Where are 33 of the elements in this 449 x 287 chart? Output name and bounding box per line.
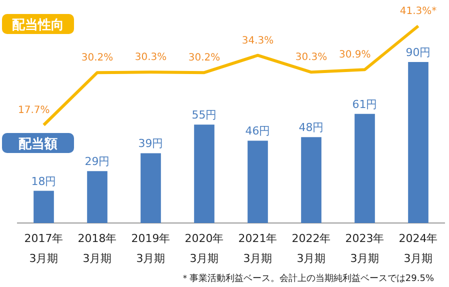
bar xyxy=(87,171,108,223)
data-label: 39円 xyxy=(138,137,164,150)
data-label: 30.3% xyxy=(295,52,328,64)
data-label: 29円 xyxy=(84,155,110,168)
data-label: 46円 xyxy=(245,124,270,138)
bar xyxy=(248,140,268,223)
x-tick-label: 2020年 3月期 xyxy=(184,232,224,265)
bar xyxy=(140,153,161,223)
data-label: 90円 xyxy=(406,46,431,59)
bar xyxy=(194,124,214,223)
x-tick-label: 2024年 3月期 xyxy=(398,232,438,265)
bar xyxy=(34,190,54,223)
x-tick-label: 2018年 3月期 xyxy=(78,232,117,265)
bar xyxy=(354,114,375,223)
data-label: 17.7% xyxy=(18,105,50,116)
data-label: 41.3%* xyxy=(400,6,437,17)
data-label: 30.3% xyxy=(134,52,167,64)
x-tick-label: 2017年 3月期 xyxy=(24,232,64,265)
data-label: 34.3% xyxy=(242,35,274,46)
data-label: 30.9% xyxy=(338,50,371,61)
data-label: 30.2% xyxy=(81,52,114,64)
x-tick-label: 2021年 3月期 xyxy=(238,232,278,265)
text: ＊事業活動利益ベース。会計上の当期純利益ベースでは29.5% xyxy=(180,273,434,284)
bar xyxy=(408,62,428,223)
x-tick-label: 2023年 3月期 xyxy=(345,232,384,265)
x-tick-label: 2019年 3月期 xyxy=(131,232,170,265)
data-label: 30.2% xyxy=(188,52,220,64)
data-label: 18円 xyxy=(31,174,56,188)
x-tick-label: 2022年 3月期 xyxy=(292,232,331,265)
data-label: 55円 xyxy=(192,108,217,122)
bar xyxy=(301,137,322,223)
data-label: 48円 xyxy=(298,121,324,134)
data-label: 61円 xyxy=(352,98,378,111)
